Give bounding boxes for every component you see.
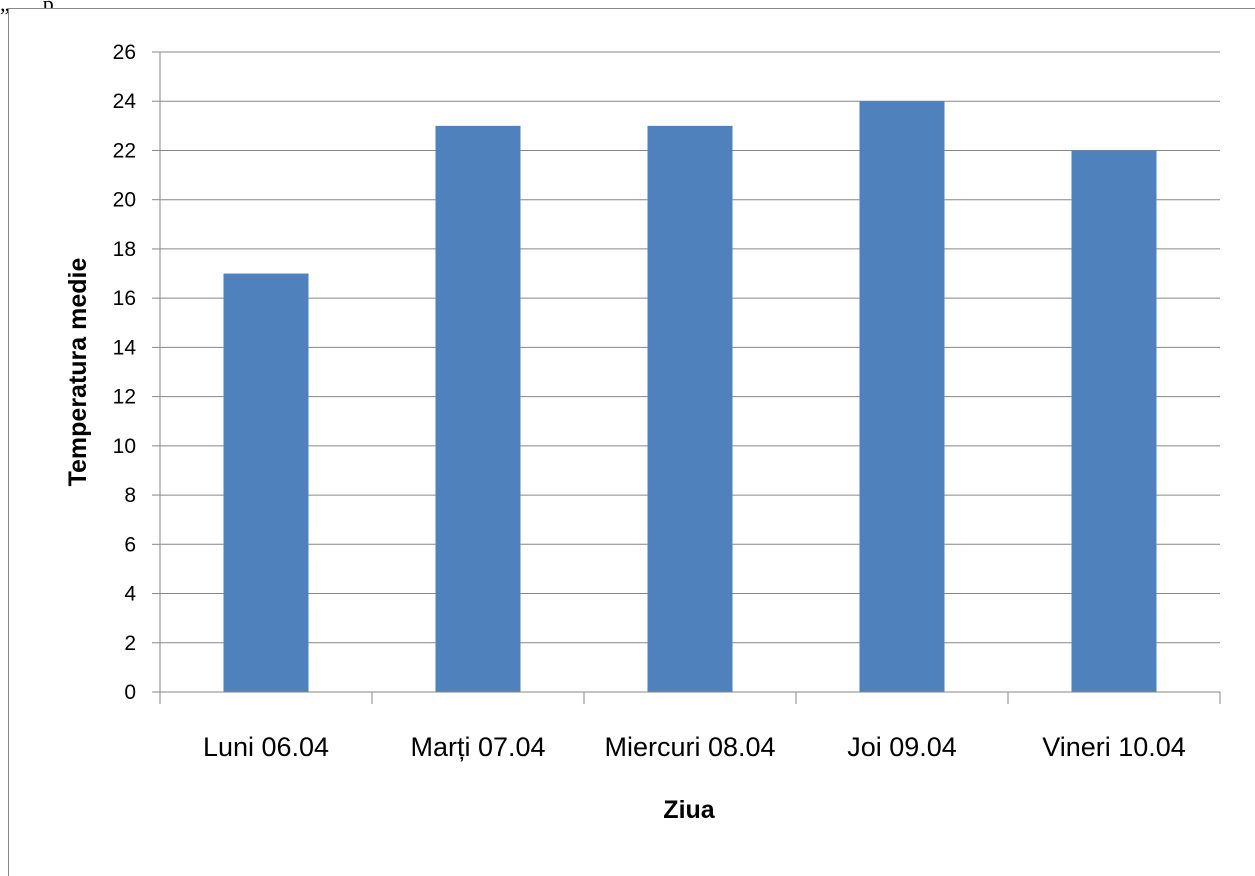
bar-3	[647, 125, 733, 693]
x-tick-label: Vineri 10.04	[1042, 732, 1186, 762]
x-tick-label: Luni 06.04	[203, 732, 329, 762]
y-tick-label: 4	[124, 583, 136, 606]
y-tick-label: 16	[113, 287, 136, 310]
y-tick-label: 0	[124, 681, 136, 704]
x-tick-label: Marți 07.04	[410, 732, 545, 762]
y-tick-label: 26	[113, 41, 136, 64]
y-axis-title: Temperatura medie	[64, 258, 92, 487]
y-tick-label: 18	[113, 238, 136, 261]
y-tick-label: 6	[124, 533, 136, 556]
x-tick-label: Joi 09.04	[847, 732, 957, 762]
bar-5	[1071, 150, 1157, 692]
axes	[152, 51, 1221, 704]
y-tick-label: 8	[124, 484, 136, 507]
y-tick-label: 2	[124, 632, 136, 655]
bar-4	[859, 101, 945, 692]
x-axis-title: Ziua	[663, 796, 715, 824]
bars	[223, 101, 1157, 693]
y-tick-label: 24	[113, 90, 137, 113]
bar-2	[435, 125, 521, 693]
bar-1	[223, 273, 309, 692]
y-tick-label: 20	[113, 189, 136, 212]
y-tick-label: 10	[113, 435, 136, 458]
y-tick-label: 12	[113, 386, 136, 409]
y-tick-label: 14	[113, 336, 137, 359]
chart-frame	[8, 8, 1255, 876]
x-tick-label: Miercuri 08.04	[604, 732, 775, 762]
y-tick-label: 22	[113, 139, 136, 162]
